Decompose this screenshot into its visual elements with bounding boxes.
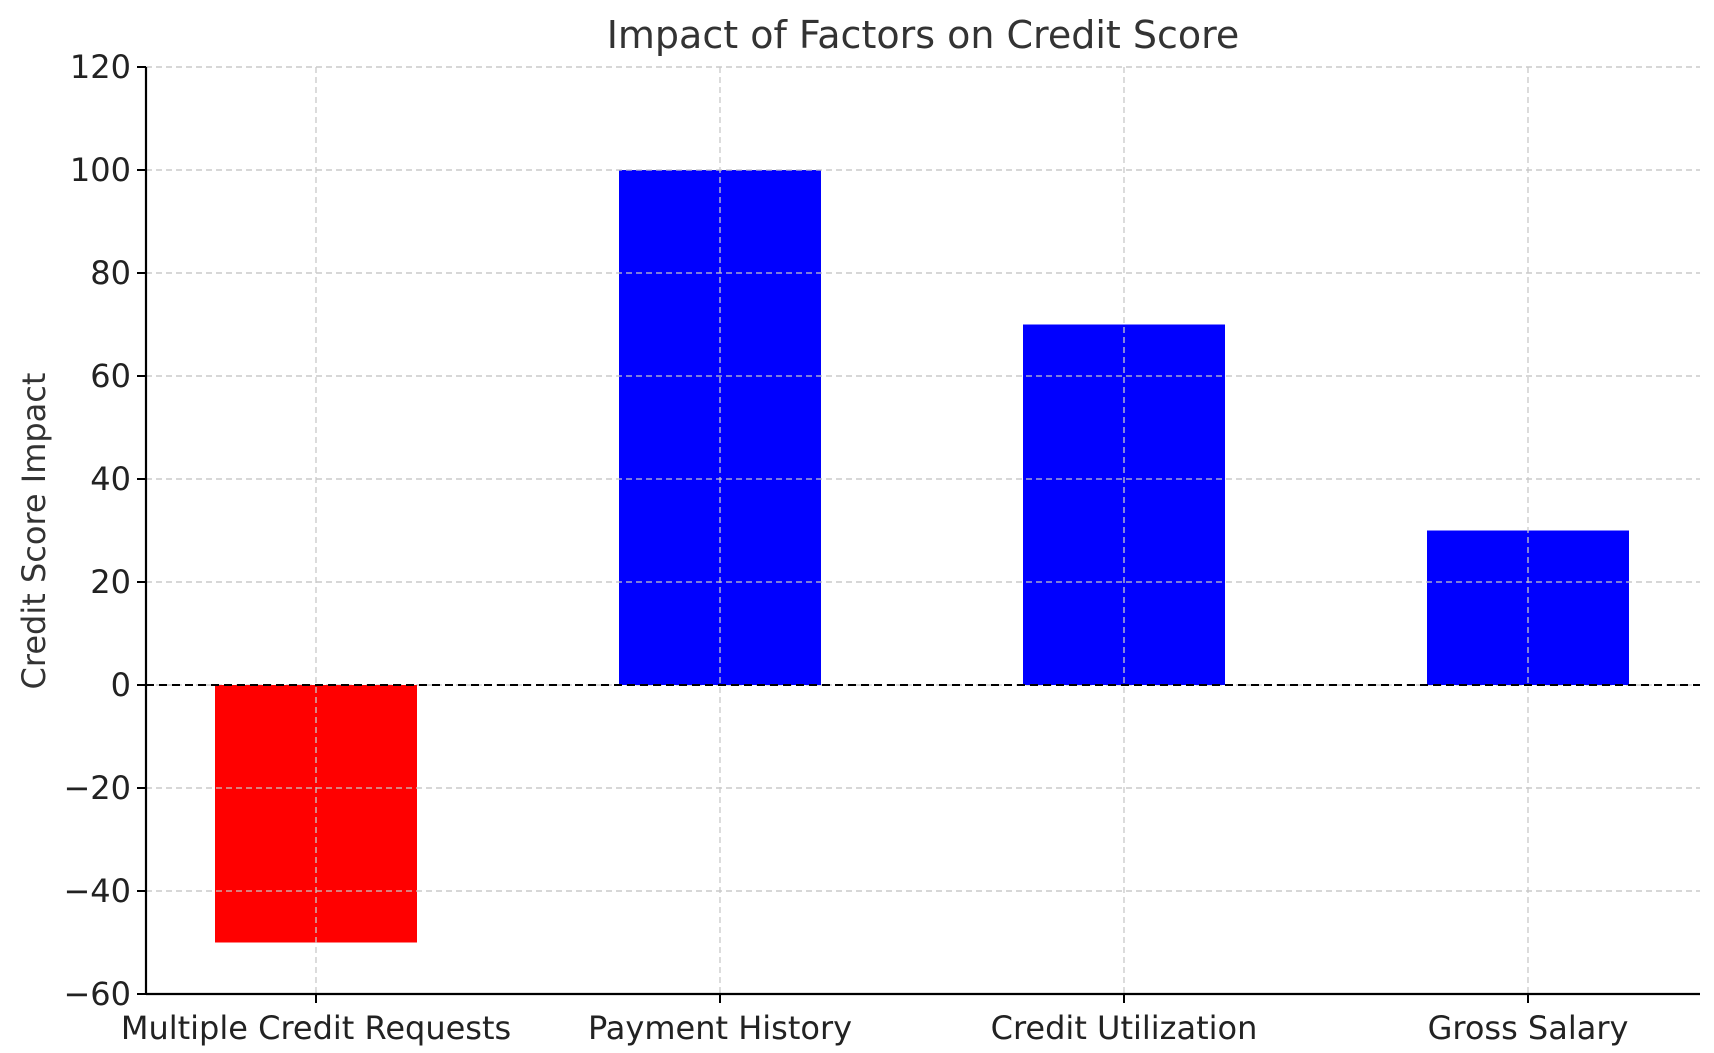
y-tick-label: −20 xyxy=(63,769,131,807)
y-tick-label: 60 xyxy=(90,357,131,395)
x-ticks: Multiple Credit Requests Payment History C… xyxy=(121,994,1629,1047)
y-tick-label: 80 xyxy=(90,254,131,292)
y-tick-label: 40 xyxy=(90,460,131,498)
x-tick-label: Payment History xyxy=(588,1009,852,1047)
x-tick-label: Credit Utilization xyxy=(991,1009,1258,1047)
x-tick-label: Gross Salary xyxy=(1428,1009,1629,1047)
axes xyxy=(144,67,1700,996)
y-tick-label: −60 xyxy=(63,975,131,1013)
grid-overlay xyxy=(146,66,1700,892)
bar xyxy=(215,685,417,943)
bars xyxy=(215,170,1629,943)
y-ticks: −60 −40 −20 0 20 40 60 80 100 120 xyxy=(63,48,146,1013)
x-tick-label: Multiple Credit Requests xyxy=(121,1009,511,1047)
chart-title: Impact of Factors on Credit Score xyxy=(607,13,1240,57)
y-tick-label: 100 xyxy=(70,151,131,189)
y-tick-label: 120 xyxy=(70,48,131,86)
y-tick-label: 0 xyxy=(111,666,131,704)
y-tick-label: −40 xyxy=(63,872,131,910)
bar xyxy=(1023,324,1225,685)
y-axis-label: Credit Score Impact xyxy=(15,373,53,690)
y-tick-label: 20 xyxy=(90,563,131,601)
